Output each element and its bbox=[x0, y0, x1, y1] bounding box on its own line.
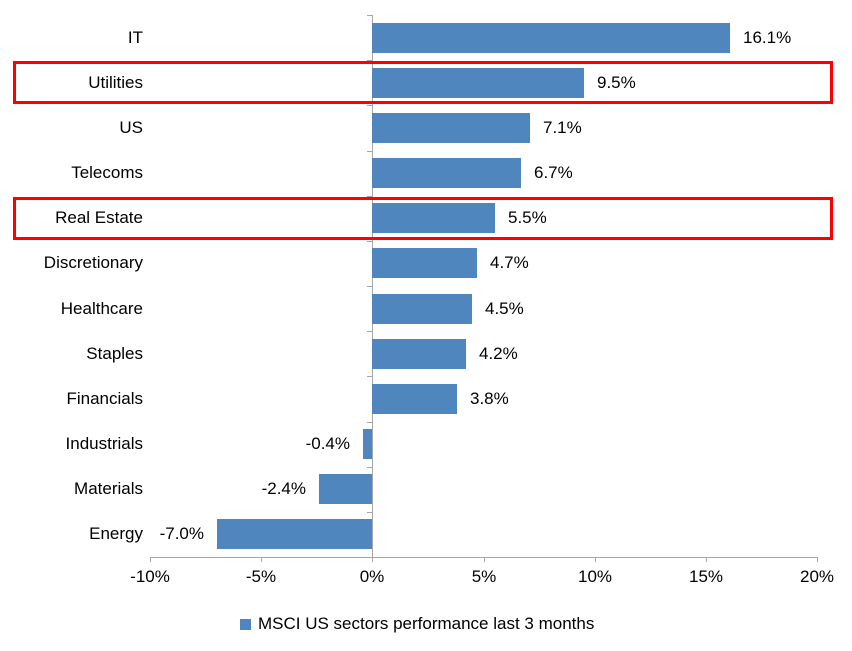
category-label: Telecoms bbox=[71, 163, 143, 182]
x-axis-tick-label: -10% bbox=[130, 567, 170, 586]
bar bbox=[372, 158, 521, 188]
bar bbox=[372, 203, 495, 233]
value-label: 16.1% bbox=[743, 28, 792, 47]
value-label: -2.4% bbox=[261, 479, 306, 498]
bar bbox=[217, 519, 372, 549]
category-label: Materials bbox=[74, 479, 143, 498]
highlight-box bbox=[13, 197, 833, 240]
value-label: 9.5% bbox=[597, 73, 636, 92]
y-axis-tick bbox=[367, 105, 372, 106]
x-axis-tick-label: -5% bbox=[245, 567, 277, 586]
bar bbox=[372, 294, 472, 324]
bar bbox=[372, 23, 730, 53]
value-label: 4.2% bbox=[479, 344, 518, 363]
x-axis-tick bbox=[484, 557, 485, 562]
y-axis-line bbox=[372, 15, 373, 557]
category-label: Real Estate bbox=[55, 208, 143, 227]
bar bbox=[319, 474, 372, 504]
bar bbox=[372, 113, 530, 143]
x-axis-tick bbox=[372, 557, 373, 562]
x-axis-tick-label: 5% bbox=[471, 567, 497, 586]
bar bbox=[372, 68, 584, 98]
x-axis-tick bbox=[150, 557, 151, 562]
value-label: -0.4% bbox=[305, 434, 350, 453]
x-axis-tick-label: 0% bbox=[359, 567, 385, 586]
y-axis-tick bbox=[367, 15, 372, 16]
bar bbox=[372, 339, 466, 369]
x-axis-tick-label: 20% bbox=[799, 567, 835, 586]
x-axis-tick-label: 15% bbox=[688, 567, 724, 586]
category-label: IT bbox=[127, 28, 143, 47]
highlight-box bbox=[13, 61, 833, 104]
y-axis-tick bbox=[367, 331, 372, 332]
value-label: 3.8% bbox=[470, 389, 509, 408]
bar bbox=[372, 384, 457, 414]
category-label: Financials bbox=[66, 389, 143, 408]
bar bbox=[363, 429, 372, 459]
y-axis-tick bbox=[367, 467, 372, 468]
legend-label: MSCI US sectors performance last 3 month… bbox=[258, 614, 595, 633]
value-label: -7.0% bbox=[159, 524, 204, 543]
x-axis-tick bbox=[817, 557, 818, 562]
y-axis-tick bbox=[367, 422, 372, 423]
category-label: Discretionary bbox=[43, 253, 143, 272]
value-label: 4.5% bbox=[485, 299, 524, 318]
x-axis-tick-label: 10% bbox=[577, 567, 613, 586]
category-label: Staples bbox=[86, 344, 143, 363]
y-axis-tick bbox=[367, 60, 372, 61]
y-axis-tick bbox=[367, 376, 372, 377]
category-label: Utilities bbox=[88, 73, 143, 92]
value-label: 7.1% bbox=[543, 118, 582, 137]
category-label: Energy bbox=[89, 524, 143, 543]
y-axis-tick bbox=[367, 196, 372, 197]
y-axis-tick bbox=[367, 512, 372, 513]
bar bbox=[372, 248, 477, 278]
category-label: Industrials bbox=[65, 434, 143, 453]
legend: MSCI US sectors performance last 3 month… bbox=[240, 614, 594, 634]
value-label: 5.5% bbox=[508, 208, 547, 227]
y-axis-tick bbox=[367, 286, 372, 287]
y-axis-tick bbox=[367, 151, 372, 152]
x-axis-tick bbox=[261, 557, 262, 562]
legend-marker-swatch bbox=[240, 618, 251, 630]
x-axis-tick bbox=[595, 557, 596, 562]
value-label: 4.7% bbox=[490, 253, 529, 272]
category-label: US bbox=[119, 118, 143, 137]
x-axis-tick bbox=[706, 557, 707, 562]
value-label: 6.7% bbox=[534, 163, 573, 182]
y-axis-tick bbox=[367, 241, 372, 242]
category-label: Healthcare bbox=[60, 299, 143, 318]
